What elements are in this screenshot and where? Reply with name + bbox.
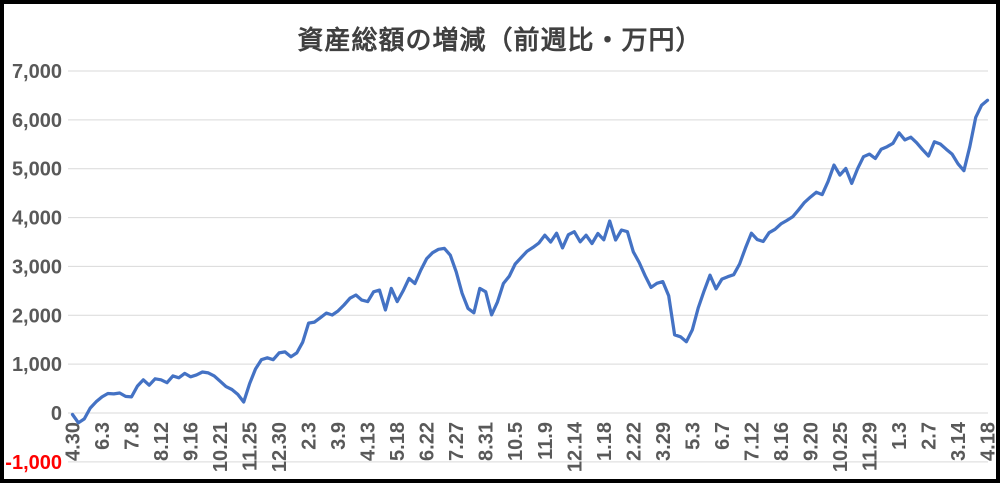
x-axis-tick-label: 8.12 (151, 422, 173, 461)
x-axis-tick-label: 5.3 (682, 422, 704, 450)
x-axis-tick-label: 6.3 (92, 422, 114, 450)
x-axis-tick-label: 12.30 (269, 422, 291, 472)
x-axis-tick-label: 7.27 (446, 422, 468, 461)
x-axis-tick-label: 6.7 (712, 422, 734, 450)
x-axis-tick-label: 5.18 (387, 422, 409, 461)
x-axis-tick-label: 1.3 (889, 422, 911, 450)
x-axis-tick-label: 2.7 (919, 422, 941, 450)
x-axis-tick-label: 4.18 (978, 422, 1000, 461)
x-axis-tick-label: 12.14 (564, 421, 586, 472)
x-axis-tick-label: 11.9 (535, 422, 557, 460)
data-series-line (70, 98, 990, 425)
x-axis-tick-label: 9.16 (181, 422, 203, 461)
x-axis-tick-label: 10.25 (830, 422, 852, 472)
x-axis-tick-label: 2.3 (299, 422, 321, 450)
y-axis-tick-label: 5,000 (12, 159, 62, 181)
x-axis-tick-label: 3.9 (328, 422, 350, 450)
y-axis-tick-label: 0 (51, 403, 62, 425)
y-axis-tick-label: 4,000 (12, 208, 62, 230)
x-axis-tick-label: 3.14 (948, 421, 970, 461)
x-axis-tick-label: 4.30 (63, 422, 85, 461)
y-axis-tick-label: 6,000 (12, 110, 62, 132)
chart-title: 資産総額の増減（前週比・万円） (297, 25, 703, 55)
x-axis-tick-label: 10.5 (505, 422, 527, 461)
y-axis-tick-label: 3,000 (12, 256, 62, 278)
x-axis-tick-label: 3.29 (653, 422, 675, 461)
x-axis-tick-label: 10.21 (210, 422, 232, 472)
x-axis-tick-label: 7.12 (741, 422, 763, 461)
y-axis-tick-label: -1,000 (5, 452, 62, 474)
x-axis-tick-label: 2.22 (623, 422, 645, 461)
x-axis-tick-label: 11.25 (240, 422, 262, 471)
x-axis-tick-label: 6.22 (417, 422, 439, 461)
x-axis-tick-label: 8.31 (476, 422, 498, 461)
y-axis-tick-label: 2,000 (12, 305, 62, 327)
x-axis-tick-label: 8.16 (771, 422, 793, 461)
x-axis-tick-label: 11.29 (859, 422, 881, 471)
x-axis-tick-label: 7.8 (122, 422, 144, 450)
x-axis-tick-label: 9.20 (800, 422, 822, 461)
y-axis-tick-label: 7,000 (12, 61, 62, 83)
x-axis-tick-label: 4.13 (358, 422, 380, 461)
x-axis-tick-label: 1.18 (594, 422, 616, 461)
y-axis-tick-label: 1,000 (12, 354, 62, 376)
